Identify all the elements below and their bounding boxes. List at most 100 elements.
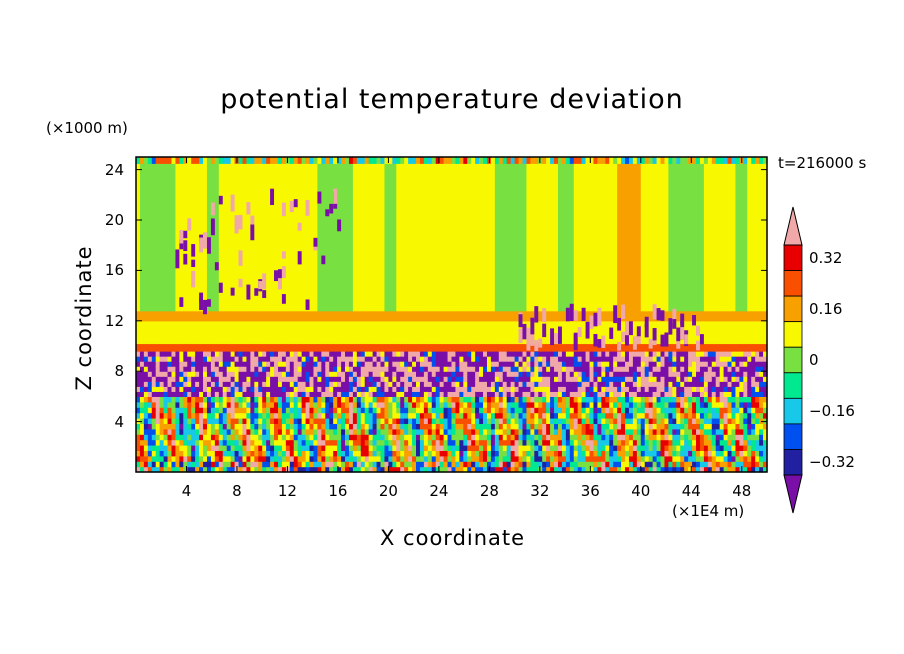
field-cell — [325, 371, 330, 377]
field-cell — [218, 434, 224, 441]
field-cell — [309, 371, 315, 377]
field-cell — [471, 455, 476, 462]
field-cell — [270, 445, 275, 451]
field-cell — [696, 461, 701, 468]
field-cell — [735, 450, 740, 457]
field-cell — [727, 401, 733, 408]
field-cell — [546, 351, 551, 357]
field-cell — [427, 356, 433, 362]
field-cell — [321, 428, 326, 435]
x-tick-label: 28 — [479, 482, 499, 500]
field-cell — [486, 407, 492, 414]
field-cell — [703, 407, 709, 414]
field-cell — [191, 445, 196, 451]
field-cell — [660, 361, 666, 367]
field-cell — [628, 423, 634, 430]
field-cell — [230, 194, 236, 207]
field-cell — [380, 445, 386, 451]
field-cell — [238, 163, 244, 312]
field-cell — [451, 391, 457, 397]
field-cell — [628, 321, 634, 336]
field-cell — [715, 356, 721, 362]
field-cell — [621, 455, 626, 462]
field-cell — [368, 366, 374, 372]
field-cell — [242, 376, 248, 382]
field-cell — [388, 391, 393, 397]
field-cell — [546, 434, 551, 441]
field-cell — [688, 361, 693, 367]
field-cell — [711, 366, 717, 372]
field-cell — [408, 466, 413, 473]
field-cell — [277, 466, 283, 473]
field-cell — [443, 366, 449, 372]
field-cell — [475, 418, 480, 424]
field-cell — [711, 386, 717, 392]
field-cell — [183, 371, 188, 377]
field-cell — [668, 386, 673, 392]
field-cell — [348, 407, 354, 414]
field-cell — [723, 439, 729, 446]
field-cell — [352, 351, 358, 357]
field-cell — [183, 434, 188, 441]
field-cell — [372, 445, 378, 451]
field-cell — [759, 434, 764, 441]
field-cell — [672, 423, 677, 430]
field-cell — [459, 412, 464, 419]
field-cell — [494, 343, 500, 352]
field-cell — [348, 466, 354, 473]
field-cell — [329, 407, 334, 414]
field-cell — [467, 391, 472, 397]
field-cell — [416, 320, 421, 345]
field-cell — [518, 450, 524, 457]
field-cell — [218, 439, 224, 446]
field-cell — [463, 361, 468, 367]
field-cell — [234, 381, 240, 387]
field-cell — [483, 461, 488, 468]
field-cell — [534, 356, 539, 362]
field-cell — [735, 461, 740, 468]
field-cell — [277, 391, 283, 397]
field-cell — [435, 320, 441, 345]
field-cell — [455, 356, 460, 362]
field-cell — [183, 240, 188, 252]
field-cell — [210, 320, 216, 345]
field-cell — [743, 412, 748, 419]
field-cell — [652, 386, 658, 392]
field-cell — [755, 381, 760, 387]
field-cell — [281, 343, 287, 352]
field-cell — [143, 396, 149, 403]
field-cell — [333, 407, 338, 414]
field-cell — [585, 401, 591, 408]
field-cell — [147, 450, 153, 457]
field-cell — [136, 381, 141, 387]
field-cell — [171, 407, 177, 414]
field-cell — [506, 351, 512, 357]
field-cell — [475, 371, 480, 377]
field-cell — [652, 428, 658, 435]
field-cell — [171, 320, 177, 345]
field-cell — [167, 455, 173, 462]
field-cell — [605, 163, 610, 312]
field-cell — [668, 423, 673, 430]
field-cell — [593, 366, 599, 372]
field-cell — [557, 396, 563, 403]
field-cell — [715, 434, 721, 441]
field-cell — [183, 320, 188, 345]
field-cell — [538, 401, 543, 408]
field-cell — [195, 310, 200, 322]
field-cell — [561, 310, 567, 322]
field-cell — [664, 163, 669, 312]
field-cell — [471, 466, 476, 473]
field-cell — [613, 320, 618, 345]
field-cell — [337, 466, 342, 473]
field-cell — [274, 461, 279, 468]
field-cell — [463, 396, 468, 403]
field-cell — [672, 391, 677, 397]
field-cell — [763, 310, 768, 322]
field-cell — [317, 401, 322, 408]
field-cell — [467, 434, 472, 441]
field-cell — [155, 386, 161, 392]
field-cell — [187, 396, 192, 403]
field-cell — [317, 157, 322, 164]
field-cell — [427, 445, 433, 451]
